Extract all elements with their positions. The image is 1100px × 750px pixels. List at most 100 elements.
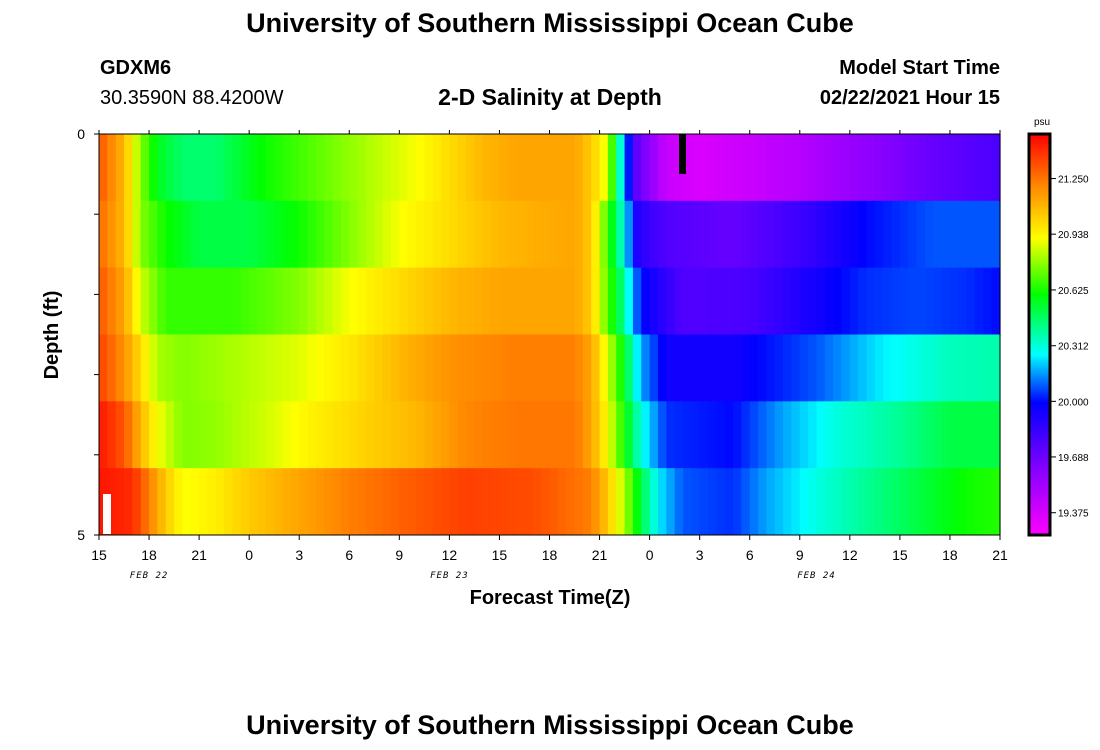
heatmap-cell (390, 401, 400, 469)
heatmap-cell (699, 200, 709, 269)
heatmap-cell (416, 134, 425, 202)
heatmap-cell (424, 134, 434, 202)
heatmap-cell (274, 334, 284, 402)
heatmap-cell (382, 334, 392, 402)
heatmap-cell (374, 401, 384, 469)
heatmap-cell (424, 468, 434, 536)
heatmap-cell (441, 468, 450, 536)
heatmap-cell (774, 267, 784, 335)
heatmap-cell (190, 267, 200, 335)
heatmap-cell (399, 334, 409, 402)
heatmap-cell (741, 200, 751, 269)
heatmap-cell (290, 267, 300, 335)
heatmap-cell (991, 267, 1001, 335)
heatmap-cell (874, 334, 884, 402)
heatmap-cell (240, 134, 250, 202)
heatmap-cell (532, 134, 542, 202)
heatmap-cell (891, 468, 901, 536)
heatmap-cell (249, 334, 259, 402)
heatmap-cell (691, 134, 701, 202)
heatmap-cell (532, 267, 542, 335)
heatmap-cell (924, 401, 934, 469)
heatmap-cell (833, 200, 843, 269)
heatmap-cell (933, 401, 943, 469)
heatmap-cell (774, 334, 784, 402)
heatmap-cell (582, 134, 592, 202)
heatmap-cell (140, 134, 150, 202)
heatmap-cell (482, 334, 492, 402)
heatmap-cell (107, 334, 117, 402)
heatmap-cell (941, 267, 951, 335)
heatmap-cell (958, 334, 968, 402)
heatmap-cell (199, 401, 209, 469)
heatmap-cell (407, 468, 417, 536)
heatmap-cell (949, 401, 959, 469)
heatmap-cell (541, 134, 551, 202)
heatmap-cell (824, 267, 834, 335)
heatmap-cell (941, 401, 951, 469)
heatmap-cell (190, 334, 200, 402)
heatmap-cell (674, 267, 684, 335)
heatmap-cell (315, 134, 325, 202)
heatmap-cell (207, 468, 217, 536)
heatmap-cell (574, 401, 584, 469)
heatmap-cell (657, 468, 667, 536)
heatmap-cell (874, 267, 884, 335)
heatmap-cell (624, 468, 634, 536)
heatmap-cell (799, 200, 809, 269)
heatmap-cell (549, 401, 559, 469)
heatmap-cell (432, 134, 442, 202)
heatmap-cell (574, 134, 584, 202)
heatmap-cell (791, 267, 801, 335)
colorbar-tick-label: 20.938 (1058, 230, 1089, 241)
heatmap-cell (182, 468, 192, 536)
heatmap-cell (516, 468, 526, 536)
heatmap-cell (741, 334, 751, 402)
heatmap-cell (883, 267, 893, 335)
heatmap-cell (741, 468, 751, 536)
heatmap-cell (349, 267, 359, 335)
heatmap-cell (824, 401, 834, 469)
heatmap-cell (357, 401, 367, 469)
heatmap-cell (482, 267, 492, 335)
heatmap-cell (349, 468, 359, 536)
heatmap-cell (891, 200, 901, 269)
heatmap-cell (966, 468, 976, 536)
heatmap-cell (841, 401, 851, 469)
heatmap-cell (324, 134, 334, 202)
heatmap-cell (591, 134, 601, 202)
heatmap-cell (199, 134, 209, 202)
heatmap-cell (340, 334, 350, 402)
heatmap-cell (240, 401, 250, 469)
heatmap-cell (524, 267, 534, 335)
y-axis: 05 (77, 126, 99, 543)
heatmap-cell (991, 200, 1001, 269)
heatmap-cell (224, 134, 234, 202)
heatmap-cell (641, 200, 651, 269)
heatmap-cell (966, 200, 976, 269)
heatmap-cell (449, 134, 459, 202)
heatmap-cell (849, 200, 859, 269)
heatmap-cell (132, 200, 142, 269)
start-marker (103, 494, 111, 534)
heatmap-cell (774, 401, 784, 469)
heatmap-cell (908, 468, 918, 536)
heatmap-cell (616, 200, 626, 269)
x-tick-label: 21 (592, 547, 608, 563)
heatmap-cell (457, 200, 467, 269)
heatmap-cell (724, 200, 734, 269)
heatmap-cell (557, 401, 567, 469)
heatmap-cell (716, 200, 726, 269)
heatmap-cell (424, 401, 434, 469)
heatmap-cell (457, 267, 467, 335)
heatmap-cell (240, 200, 250, 269)
heatmap-cell (265, 468, 275, 536)
heatmap-cell (290, 334, 300, 402)
heatmap-cell (983, 468, 993, 536)
heatmap-cell (357, 468, 367, 536)
heatmap-cell (232, 134, 242, 202)
heatmap-cell (215, 468, 225, 536)
x-tick-label: 6 (345, 547, 353, 563)
heatmap-cell (315, 267, 325, 335)
heatmap-cell (466, 334, 476, 402)
